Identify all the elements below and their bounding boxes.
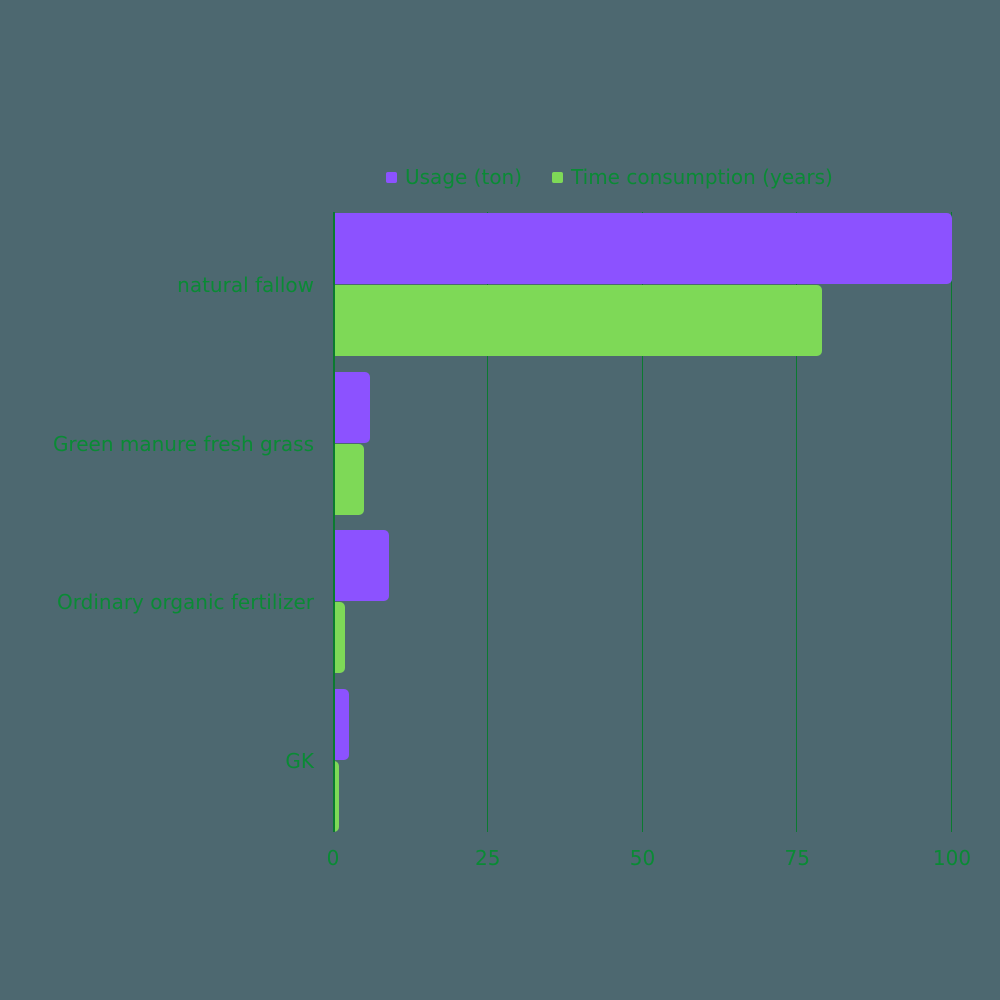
bar-time-1[interactable]: [333, 443, 364, 515]
chart-legend: Usage (ton) Time consumption (years): [386, 165, 863, 189]
x-tick-label: 25: [475, 846, 501, 870]
gridline: [951, 212, 952, 832]
bar-time-0[interactable]: [333, 285, 822, 356]
legend-swatch-usage: [386, 171, 397, 183]
bar-time-2[interactable]: [333, 602, 346, 673]
plot-area: [333, 212, 952, 832]
bar-usage-1[interactable]: [333, 371, 371, 443]
gridline: [486, 212, 488, 832]
x-tick-label: 75: [784, 846, 810, 870]
x-tick-label: 50: [629, 846, 656, 870]
category-label: Ordinary organic fertilizer: [57, 590, 314, 614]
bar-usage-3[interactable]: [333, 688, 350, 760]
legend-label-usage: Usage (ton): [405, 165, 523, 189]
bar-time-3[interactable]: [333, 760, 340, 832]
category-label: Green manure fresh grass: [52, 431, 314, 456]
legend-item-usage[interactable]: Usage (ton): [386, 165, 522, 189]
x-tick-label: 100: [932, 846, 972, 870]
gridline: [796, 212, 798, 832]
category-label: GK: [285, 748, 314, 773]
legend-swatch-time: [552, 171, 564, 183]
x-tick-label: 0: [326, 846, 340, 870]
gridline: [641, 212, 643, 832]
legend-label-time: Time consumption (years): [571, 165, 833, 189]
bar-usage-2[interactable]: [333, 530, 389, 601]
legend-item-time[interactable]: Time consumption (years): [552, 165, 833, 189]
category-label: natural fallow: [177, 273, 314, 297]
y-axis-line: [333, 212, 335, 832]
bar-usage-0[interactable]: [333, 213, 952, 284]
